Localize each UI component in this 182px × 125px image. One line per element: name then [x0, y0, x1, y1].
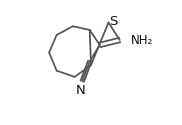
Text: NH₂: NH₂: [131, 34, 153, 46]
Text: S: S: [109, 15, 117, 28]
Text: N: N: [76, 84, 86, 97]
